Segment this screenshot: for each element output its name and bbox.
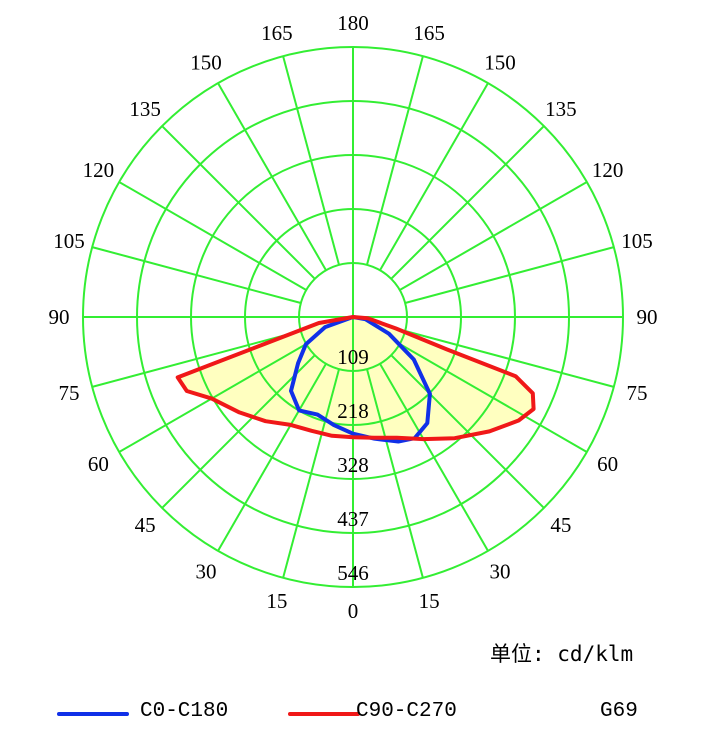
angle-label: 75	[626, 381, 647, 405]
legend-label-c90-c270: C90-C270	[356, 700, 457, 723]
grid-spoke	[399, 343, 588, 453]
fill-area-c0-c180	[291, 317, 430, 442]
grid-spoke	[217, 363, 327, 552]
angle-label: 120	[592, 158, 624, 182]
angle-label: 105	[53, 229, 85, 253]
angle-label: 30	[490, 560, 511, 584]
grid-spoke	[161, 354, 316, 509]
radial-tick-label: 328	[337, 453, 369, 477]
grid-spoke	[118, 181, 307, 291]
lamp-code: G69	[600, 700, 638, 723]
legend-line-c90-c270	[288, 712, 360, 716]
angle-label: 165	[413, 21, 445, 45]
angle-label: 90	[49, 305, 70, 329]
grid-spoke	[91, 246, 302, 304]
angle-label: 135	[129, 97, 161, 121]
angle-label: 45	[135, 513, 156, 537]
grid-spoke	[379, 363, 489, 552]
angle-label: 15	[266, 589, 287, 613]
radial-tick-label: 437	[337, 507, 369, 531]
legend-line-c0-c180	[57, 712, 129, 716]
radial-tick-label: 218	[337, 399, 369, 423]
grid-spoke	[390, 125, 545, 280]
angle-label: 165	[261, 21, 293, 45]
grid-spoke	[390, 354, 545, 509]
grid-spoke	[282, 55, 340, 266]
angle-label: 30	[196, 560, 217, 584]
angle-label: 135	[545, 97, 577, 121]
angle-label: 45	[550, 513, 571, 537]
angle-label: 60	[88, 452, 109, 476]
unit-label: 单位: cd/klm	[490, 642, 634, 666]
radial-tick-label: 546	[337, 561, 369, 585]
grid-spoke	[404, 330, 615, 388]
grid-spoke	[91, 330, 302, 388]
angle-label: 120	[83, 158, 115, 182]
angle-label: 15	[419, 589, 440, 613]
grid-spoke	[366, 55, 424, 266]
grid-spoke	[366, 368, 424, 579]
angle-label: 150	[484, 50, 516, 74]
angle-label: 150	[190, 50, 222, 74]
grid-spoke	[399, 181, 588, 291]
angle-label: 60	[597, 452, 618, 476]
grid-spoke	[379, 82, 489, 271]
legend-label-c0-c180: C0-C180	[140, 700, 229, 723]
grid-spoke	[161, 125, 316, 280]
angle-label: 180	[337, 11, 369, 35]
grid-spoke	[217, 82, 327, 271]
grid-spoke	[282, 368, 340, 579]
angle-label: 0	[348, 599, 359, 623]
angle-label: 75	[59, 381, 80, 405]
curve-c90-c270	[175, 315, 536, 442]
angle-label: 105	[621, 229, 653, 253]
grid-spoke	[404, 246, 615, 304]
angle-label: 90	[637, 305, 658, 329]
radial-tick-label: 109	[337, 345, 369, 369]
